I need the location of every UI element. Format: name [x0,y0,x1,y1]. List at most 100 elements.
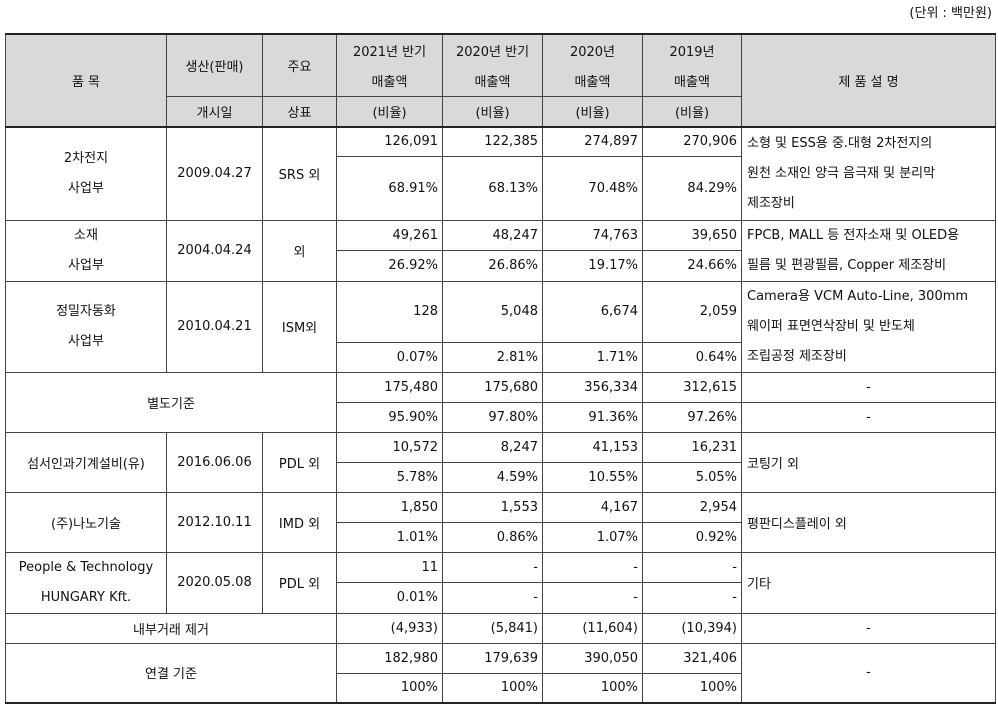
cell-ratio: 26.92% [336,250,443,282]
cell-value: 2,059 [642,280,742,343]
cell-ratio: 97.80% [442,401,543,433]
cell-ratio: 100% [642,672,742,704]
header-sales-2020h1: 매출액 [442,65,543,97]
cell-value: 41,153 [542,431,643,463]
unit-note: (단위 : 백만원) [909,6,992,21]
row-people-brand: PDL 외 [262,551,337,614]
cell-ratio: 24.66% [642,250,742,282]
header-ratio-2021h1: (비율) [336,95,443,128]
header-ratio-2019: (비율) [642,95,742,128]
cell-ratio: 97.26% [642,401,742,433]
cell-value: 128 [336,280,443,343]
cell-ratio: 91.36% [542,401,643,433]
cell-value: 175,480 [336,371,443,403]
cell-ratio: 100% [542,672,643,704]
row-precision-date: 2010.04.21 [166,280,263,373]
cell-ratio: - [442,582,543,614]
row-material-name: 소재 사업부 [5,219,167,282]
cell-ratio: 100% [442,672,543,704]
row-seoseoin-name: 섬서인과기계설비(유) [5,431,167,493]
cell-value: (10,394) [642,612,742,644]
row-consolidated-name: 연결 기준 [5,642,337,704]
cell-value: (11,604) [542,612,643,644]
row-seoseoin-date: 2016.06.06 [166,431,263,493]
row-nano-name: (주)나노기술 [5,491,167,553]
cell-ratio: 100% [336,672,443,704]
header-brand: 상표 [262,95,337,128]
row-consolidated-desc: - [741,642,996,704]
header-item: 품 목 [5,33,167,128]
cell-value: 270,906 [642,126,742,157]
cell-ratio: 5.78% [336,461,443,493]
header-main: 주요 [262,33,337,97]
cell-value: - [442,551,543,583]
row-battery-date: 2009.04.27 [166,126,263,221]
row-battery-brand: SRS 외 [262,126,337,221]
cell-value: 1,553 [442,491,543,523]
sales-table: 품 목 생산(판매) 주요 2021년 반기 2020년 반기 2020년 20… [5,33,996,704]
row-nano-brand: IMD 외 [262,491,337,553]
header-col-2021h1: 2021년 반기 [336,33,443,65]
header-sales-2021h1: 매출액 [336,65,443,97]
cell-value: (4,933) [336,612,443,644]
cell-value: (5,841) [442,612,543,644]
row-material-desc: FPCB, MALL 등 전자소재 및 OLED용 필름 및 편광필름, Copp… [741,219,996,282]
cell-ratio: 1.01% [336,521,443,553]
cell-ratio: 1.71% [542,341,643,373]
cell-ratio: 70.48% [542,155,643,221]
row-internal-name: 내부거래 제거 [5,612,337,644]
header-sales-2019: 매출액 [642,65,742,97]
header-production: 생산(판매) [166,33,263,97]
row-material-date: 2004.04.24 [166,219,263,282]
cell-ratio: 84.29% [642,155,742,221]
row-people-date: 2020.05.08 [166,551,263,614]
cell-value: 122,385 [442,126,543,157]
cell-value: 179,639 [442,642,543,674]
cell-ratio: - [542,582,643,614]
cell-value: 390,050 [542,642,643,674]
cell-value: 274,897 [542,126,643,157]
cell-ratio: 0.64% [642,341,742,373]
row-battery-desc: 소형 및 ESS용 중.대형 2차전지의 원천 소재인 양극 음극재 및 분리막 제… [741,126,996,221]
row-seoseoin-desc: 코팅기 외 [741,431,996,493]
cell-ratio: 0.92% [642,521,742,553]
row-battery-name: 2차전지 사업부 [5,126,167,221]
cell-value: 16,231 [642,431,742,463]
cell-value: 4,167 [542,491,643,523]
row-nano-desc: 평판디스플레이 외 [741,491,996,553]
cell-ratio: 0.01% [336,582,443,614]
cell-value: 39,650 [642,219,742,251]
cell-ratio: 95.90% [336,401,443,433]
cell-value: 1,850 [336,491,443,523]
header-start-date: 개시일 [166,95,263,128]
cell-ratio: - [642,582,742,614]
cell-value: - [542,551,643,583]
cell-ratio: 5.05% [642,461,742,493]
cell-value: 2,954 [642,491,742,523]
cell-value: - [642,551,742,583]
header-col-2020: 2020년 [542,33,643,65]
row-material-brand: 외 [262,219,337,282]
cell-ratio: 4.59% [442,461,543,493]
cell-ratio: 19.17% [542,250,643,282]
header-ratio-2020h1: (비율) [442,95,543,128]
row-precision-desc: Camera용 VCM Auto-Line, 300mm 웨이퍼 표면연삭장비 및… [741,280,996,373]
cell-value: 48,247 [442,219,543,251]
cell-value: 356,334 [542,371,643,403]
cell-ratio: 1.07% [542,521,643,553]
cell-value: 10,572 [336,431,443,463]
row-precision-brand: ISM외 [262,280,337,373]
row-separate-desc: - [741,401,996,433]
row-nano-date: 2012.10.11 [166,491,263,553]
header-ratio-2020: (비율) [542,95,643,128]
cell-ratio: 68.91% [336,155,443,221]
header-sales-2020: 매출액 [542,65,643,97]
cell-ratio: 2.81% [442,341,543,373]
row-separate-name: 별도기준 [5,371,337,433]
row-internal-desc: - [741,612,996,644]
row-people-desc: 기타 [741,551,996,614]
row-precision-name: 정밀자동화 사업부 [5,280,167,373]
cell-value: 6,674 [542,280,643,343]
cell-value: 175,680 [442,371,543,403]
cell-ratio: 0.07% [336,341,443,373]
